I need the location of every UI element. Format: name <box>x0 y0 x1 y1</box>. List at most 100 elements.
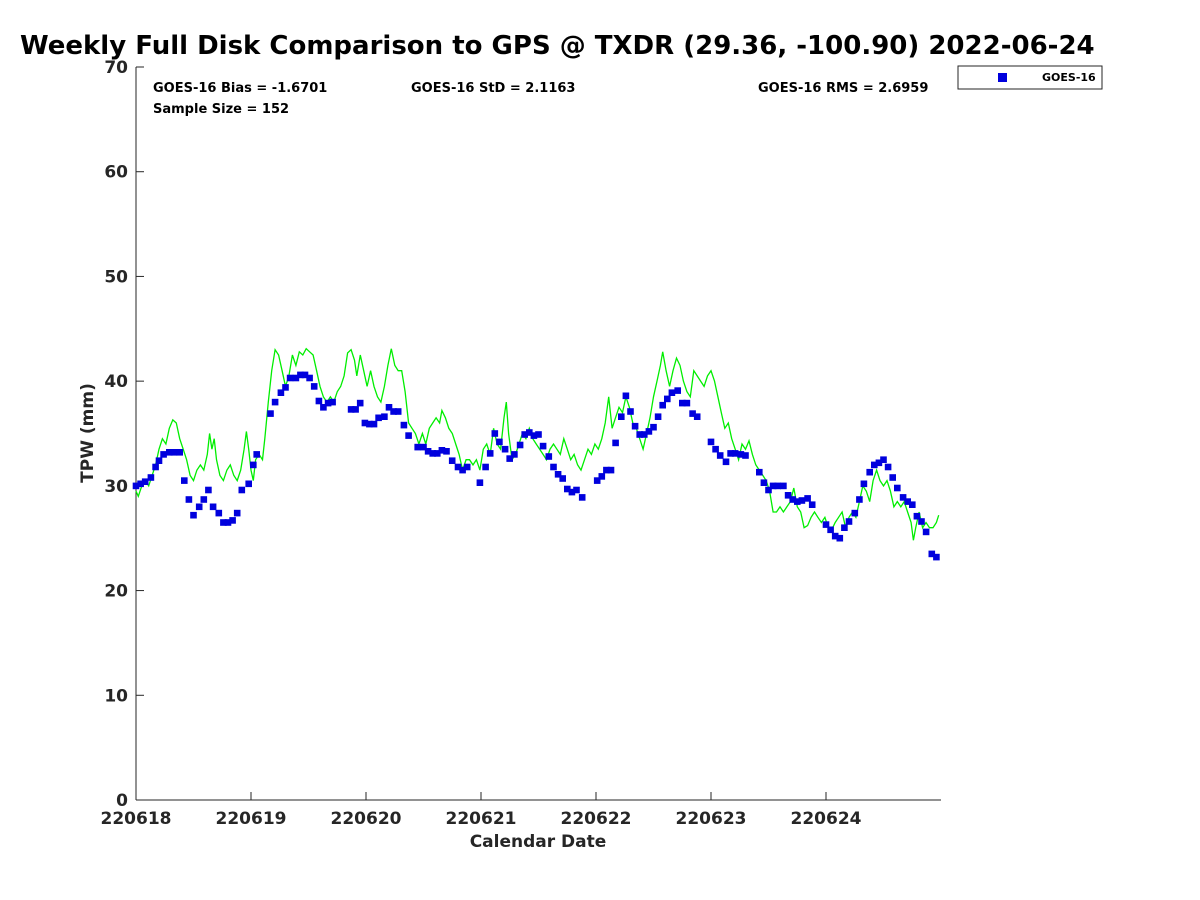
goes16-point <box>780 482 787 490</box>
goes16-point <box>622 392 630 400</box>
goes16-point <box>612 439 619 447</box>
goes16-point <box>424 448 432 455</box>
x-tick-label: 220623 <box>676 809 747 829</box>
goes16-point <box>516 441 524 449</box>
goes16-point <box>899 494 907 501</box>
goes16-point <box>521 431 528 438</box>
goes16-point <box>918 518 925 525</box>
goes16-point <box>760 479 768 486</box>
y-tick-label: 50 <box>104 267 128 287</box>
goes16-point <box>559 475 566 482</box>
goes16-point <box>238 486 246 494</box>
goes16-point <box>568 488 576 496</box>
goes16-point <box>845 518 853 525</box>
goes16-point <box>414 443 421 451</box>
x-tick-label: 220620 <box>331 809 402 829</box>
goes16-point <box>476 479 484 486</box>
goes16-point <box>132 482 140 490</box>
goes16-point <box>564 485 571 493</box>
goes16-point <box>618 413 625 420</box>
goes16-point <box>224 519 232 526</box>
goes16-point <box>297 371 304 379</box>
goes16-point <box>141 478 149 485</box>
y-axis-ticks: 0 10 20 30 40 50 60 70 <box>104 58 144 811</box>
goes16-point <box>933 553 940 561</box>
y-tick-label: 40 <box>104 372 128 392</box>
goes16-point <box>459 466 466 474</box>
x-tick-label: 220619 <box>216 809 287 829</box>
goes16-point <box>664 395 671 403</box>
goes16-point <box>871 461 878 469</box>
goes16-point <box>405 432 412 439</box>
goes16-point <box>253 451 260 458</box>
std-stat: GOES-16 StD = 2.1163 <box>411 81 575 96</box>
goes16-point <box>147 474 155 481</box>
goes16-point <box>578 494 586 501</box>
goes16-point <box>181 477 188 484</box>
goes16-point <box>884 463 892 471</box>
goes16-point <box>320 404 327 411</box>
goes16-point <box>550 463 557 471</box>
goes16-point <box>454 463 462 471</box>
goes16-point <box>769 482 777 490</box>
goes16-point <box>712 445 719 453</box>
goes16-point <box>860 480 868 488</box>
goes16-point <box>195 503 203 511</box>
goes16-point <box>385 404 393 411</box>
goes16-point <box>654 413 662 420</box>
goes16-point <box>928 550 936 558</box>
x-tick-label: 220621 <box>446 809 517 829</box>
goes16-point <box>742 452 749 459</box>
goes16-point <box>904 498 911 505</box>
goes16-point <box>267 410 274 417</box>
goes16-point <box>370 420 378 428</box>
goes16-point <box>539 442 547 450</box>
goes16-point <box>394 408 402 415</box>
goes16-point <box>511 451 518 458</box>
goes16-point <box>209 503 217 511</box>
goes16-point <box>324 399 332 407</box>
goes16-point <box>727 450 734 457</box>
goes16-point <box>784 492 792 499</box>
chart-title: Weekly Full Disk Comparison to GPS @ TXD… <box>20 31 1095 61</box>
goes16-point <box>765 486 772 494</box>
goes16-point <box>716 452 724 459</box>
goes16-point <box>822 521 830 528</box>
goes16-point <box>185 496 193 503</box>
goes16-point <box>689 410 696 417</box>
legend: GOES-16 <box>957 65 1103 90</box>
goes16-point <box>851 509 859 517</box>
goes16-point <box>737 451 745 458</box>
goes16-point <box>190 511 197 519</box>
goes16-point <box>875 459 883 467</box>
goes16-point <box>200 496 208 503</box>
goes16-point <box>731 450 739 457</box>
legend-label-goes16: GOES-16 <box>1042 71 1096 84</box>
goes16-point <box>722 458 730 466</box>
goes16-point <box>866 468 873 476</box>
goes16-point <box>668 389 676 396</box>
goes16-point <box>841 524 848 531</box>
goes16-point <box>894 484 901 492</box>
x-axis-label: Calendar Date <box>470 832 607 852</box>
goes16-point <box>170 449 178 456</box>
goes16-point <box>306 374 313 382</box>
goes16-point <box>659 401 666 409</box>
x-tick-label: 220618 <box>101 809 172 829</box>
goes16-point <box>282 384 289 391</box>
goes16-point <box>286 374 294 382</box>
goes16-point <box>443 448 450 455</box>
goes16-point <box>448 457 456 464</box>
goes16-point <box>347 406 355 413</box>
goes16-point <box>429 450 436 457</box>
rms-stat: GOES-16 RMS = 2.6959 <box>758 81 928 96</box>
goes16-point <box>909 501 916 508</box>
goes16-point <box>166 449 173 456</box>
y-tick-label: 10 <box>104 686 128 706</box>
goes16-point <box>233 509 241 517</box>
goes16-point <box>636 431 643 438</box>
goes16-point <box>310 383 318 390</box>
goes16-point <box>152 463 159 471</box>
goes16-point <box>650 423 657 431</box>
